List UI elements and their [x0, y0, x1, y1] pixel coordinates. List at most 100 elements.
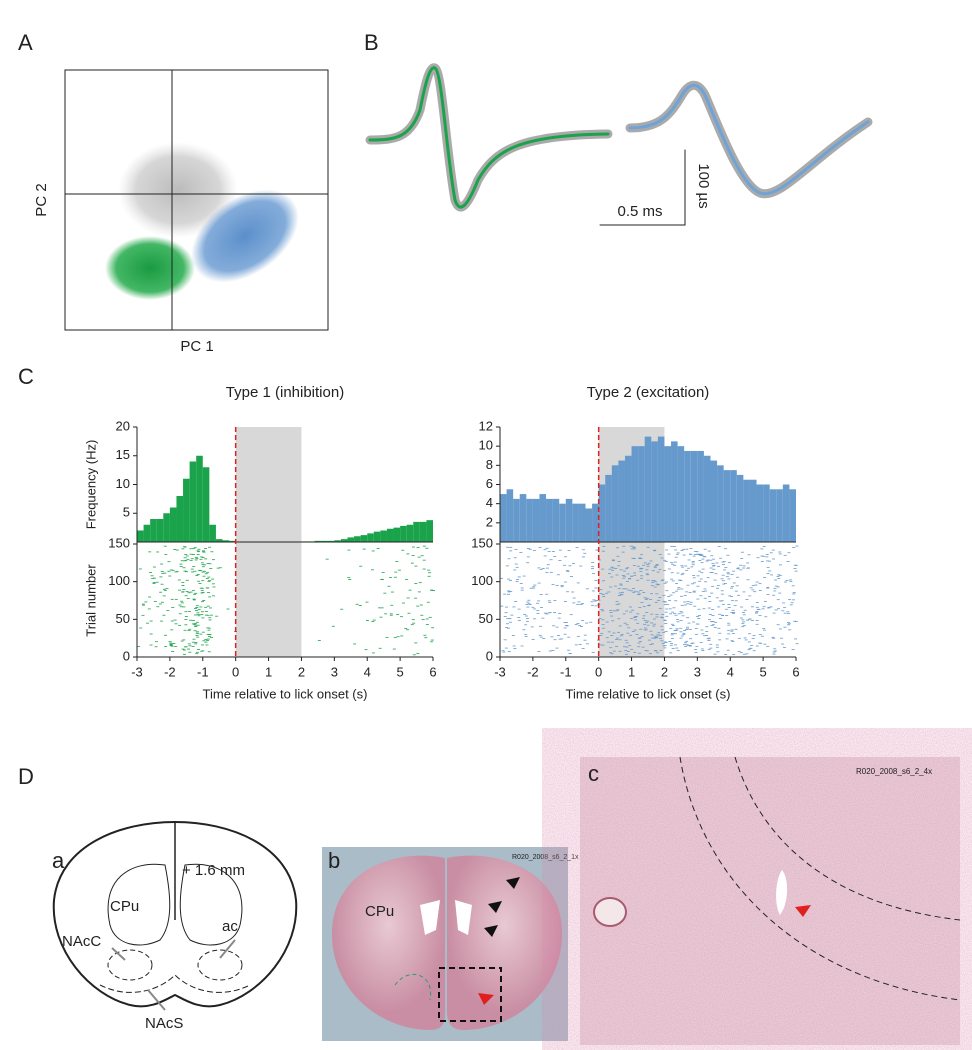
x-tick-label: 2 [661, 664, 668, 679]
bar [340, 539, 348, 542]
sub-panel-label: a [52, 848, 65, 873]
bar [782, 484, 790, 542]
y-axis-label: PC 2 [33, 183, 50, 216]
bar [386, 528, 394, 542]
x-axis-label: Time relative to lick onset (s) [203, 686, 368, 701]
x-tick-label: 4 [727, 664, 734, 679]
x-tick-label: 2 [298, 664, 305, 679]
cluster [118, 142, 238, 238]
sub-panel-label: b [328, 848, 340, 873]
bar [697, 450, 704, 542]
y-tick-label: 15 [116, 447, 130, 462]
bar [156, 519, 164, 542]
region-label: NAcC [62, 933, 101, 950]
y-tick-label: 0 [486, 648, 493, 663]
bar [380, 530, 387, 542]
bar [644, 436, 652, 542]
chart-title: Type 1 (inhibition) [226, 384, 344, 401]
plot-frame [64, 69, 329, 331]
bar [756, 484, 764, 542]
waveform-band [365, 63, 613, 212]
y-axis-label: Frequency (Hz) [83, 440, 98, 530]
bar [605, 474, 612, 542]
bar [360, 535, 368, 542]
bar [611, 465, 619, 542]
waveform-band [625, 80, 873, 199]
bar [367, 533, 374, 542]
bar [776, 489, 783, 542]
bar [183, 478, 190, 542]
arrowhead [795, 905, 811, 917]
y-tick-label: 2 [486, 514, 493, 529]
tissue [331, 855, 445, 1030]
y-tick-label: 100 [471, 573, 493, 588]
bar [749, 479, 757, 542]
region-outline [99, 974, 251, 993]
sub-panel-label: c [588, 761, 599, 786]
closeup-image [580, 756, 961, 1045]
arrowhead [484, 877, 520, 937]
waveform [368, 66, 610, 209]
bar [677, 446, 685, 542]
bar [150, 519, 157, 542]
cluster [191, 189, 299, 283]
region-outline [679, 756, 961, 1001]
bar [209, 524, 216, 542]
bar [189, 461, 197, 542]
bar [229, 540, 236, 542]
region-outline [197, 949, 243, 981]
x-tick-label: -1 [560, 664, 572, 679]
y-tick-label: 100 [108, 573, 130, 588]
waveform [628, 83, 870, 196]
bar [169, 507, 177, 542]
y-axis-label: Trial number [83, 564, 98, 637]
pointer [111, 947, 126, 961]
bar [736, 474, 744, 542]
bar [519, 494, 527, 542]
bar [419, 521, 427, 542]
y-tick-label: 4 [486, 495, 493, 510]
panel-label: B [364, 30, 379, 55]
bar [426, 520, 433, 542]
bar [789, 489, 796, 542]
atlas-drawing [52, 820, 298, 1011]
x-axis-label: PC 1 [180, 338, 213, 355]
y-tick-label: 50 [479, 611, 493, 626]
region-outline [107, 863, 171, 946]
bar [578, 503, 586, 542]
x-tick-label: -3 [131, 664, 143, 679]
bar [327, 540, 335, 542]
bar [400, 525, 407, 542]
x-tick-label: 6 [792, 664, 799, 679]
x-tick-label: -1 [197, 664, 209, 679]
bar [546, 498, 553, 542]
region-label: CPu [365, 903, 394, 920]
bar [631, 446, 639, 542]
y-tick-label: 20 [116, 418, 130, 433]
waveforms [365, 63, 873, 226]
vessel [593, 897, 627, 927]
bar [723, 470, 731, 542]
x-tick-label: 4 [364, 664, 371, 679]
coordinate-label: + 1.6 mm [182, 862, 245, 879]
bar [618, 460, 625, 542]
bar [684, 450, 691, 542]
panel-label: C [18, 364, 34, 389]
bar [215, 539, 223, 542]
bar [196, 455, 203, 542]
pointer [147, 989, 166, 1011]
bar [671, 441, 678, 542]
scale-label: 100 µs [695, 163, 712, 208]
bar [638, 446, 645, 542]
bar [703, 455, 711, 542]
chart-title: Type 2 (excitation) [587, 384, 710, 401]
region-label: ac [222, 918, 238, 935]
region-outline [107, 949, 153, 981]
bar [500, 494, 507, 542]
x-tick-label: 1 [265, 664, 272, 679]
bar [559, 503, 566, 542]
bar [664, 446, 672, 542]
y-tick-label: 10 [479, 438, 493, 453]
